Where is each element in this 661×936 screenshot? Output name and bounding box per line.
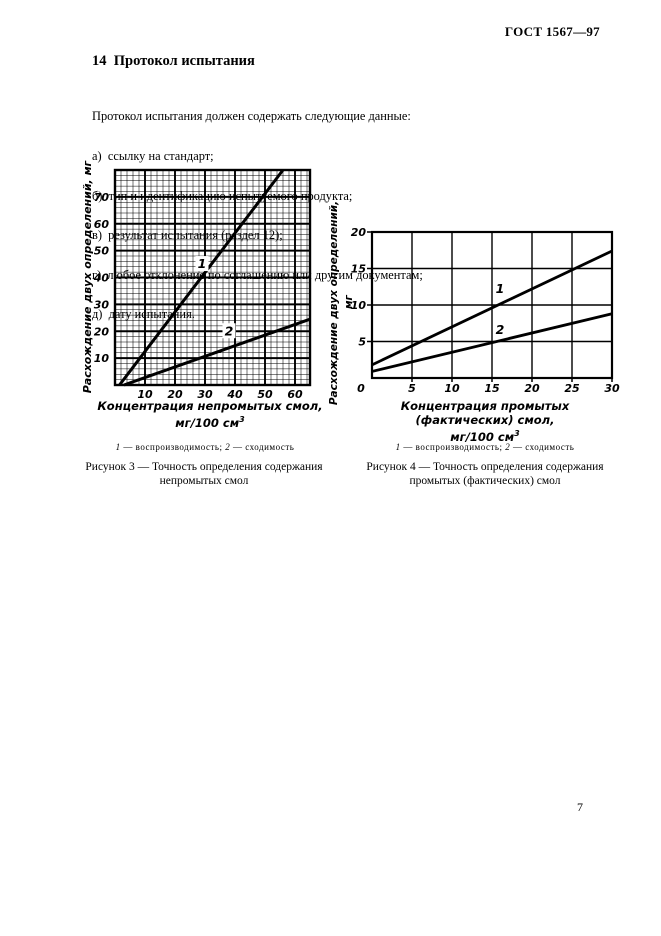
y-tick-label: 5 xyxy=(358,336,366,349)
y-tick-label: 40 xyxy=(93,272,110,285)
x-tick-label: 50 xyxy=(257,388,273,401)
figure4-x-axis-units: мг/100 см3 xyxy=(353,427,617,444)
figure4-units-text: мг/100 см xyxy=(450,429,515,444)
x-tick-label: 15 xyxy=(484,382,500,395)
series-line-1 xyxy=(118,169,285,386)
list-item: а) ссылку на стандарт; xyxy=(92,149,214,164)
figure3-x-axis-units: мг/100 см3 xyxy=(95,413,325,430)
figure4-chart: 0 5 10 15 20 25 30 5 10 15 20 1 2 Расхождение двух оп… xyxy=(328,201,620,405)
page-number: 7 xyxy=(577,800,583,814)
figure4-caption: Рисунок 4 — Точность определения содержа… xyxy=(346,461,624,488)
series-line-2 xyxy=(123,317,311,387)
x-tick-label: 30 xyxy=(197,388,213,401)
figure3-legend-key1: 1 xyxy=(115,442,121,452)
figure4-legend-key2: 2 xyxy=(505,442,511,452)
series-label-bg xyxy=(493,321,507,337)
figure4-x-axis-label: Концентрация промытых (фактических) смол… xyxy=(353,399,617,444)
figure4-legend-key1: 1 xyxy=(395,442,401,452)
intro-line: Протокол испытания должен содержать след… xyxy=(92,109,411,124)
series-label-bg xyxy=(222,323,236,339)
figure4-legend-text1: — воспроизводимость; xyxy=(400,442,506,452)
y-tick-label: 10 xyxy=(351,299,367,312)
y-tick-label: 15 xyxy=(351,263,367,276)
figure4-caption-line2: промытых (фактических) смол xyxy=(409,474,561,487)
x-tick-label: 20 xyxy=(167,388,183,401)
plot-border xyxy=(113,168,312,387)
x-tick-label: 10 xyxy=(444,382,460,395)
series-label: 1 xyxy=(496,281,505,296)
series-label: 1 xyxy=(198,256,207,271)
figure3-legend-key2: 2 xyxy=(225,442,231,452)
x-tick-label: 0 xyxy=(357,382,365,395)
x-tick-label: 10 xyxy=(137,388,153,401)
figure3-x-axis-label: Концентрация непромытых смол, мг/100 см3 xyxy=(95,399,325,430)
figure4-legend: 1 — воспроизводимость; 2 — сходимость xyxy=(353,442,617,452)
series-line-2 xyxy=(371,312,613,373)
y-tick-label: 20 xyxy=(94,325,110,338)
y-tick-label: 20 xyxy=(351,226,367,239)
series-label-bg xyxy=(195,256,209,272)
series-line-1 xyxy=(371,249,613,367)
y-tick-label: 30 xyxy=(94,298,110,311)
series-label: 2 xyxy=(225,323,234,338)
list-item: б) тип и идентификацию испытуемого проду… xyxy=(92,188,353,203)
figure4-x-axis-label-line1: Концентрация промытых (фактических) смол… xyxy=(400,399,570,427)
figure4-legend-text2: — сходимость xyxy=(510,442,575,452)
x-tick-label: 5 xyxy=(408,382,416,395)
figure3-x-axis-label-line1: Концентрация непромытых смол, xyxy=(97,399,323,413)
figure3-legend-text2: — сходимость xyxy=(230,442,295,452)
x-tick-label: 20 xyxy=(524,382,540,395)
figure3-caption-line2: непромытых смол xyxy=(159,474,249,487)
y-tick-label: 50 xyxy=(94,245,110,258)
x-tick-label: 40 xyxy=(226,388,243,401)
y-tick-label: 70 xyxy=(94,191,110,204)
series-label-bg xyxy=(493,280,507,296)
section-title: 14 Протокол испытания xyxy=(92,53,255,69)
y-axis-label: Расхождение двух определений, мг xyxy=(81,159,94,393)
figure3-caption-line1: Рисунок 3 — Точность определения содержа… xyxy=(85,461,323,473)
figure3-legend-text1: — воспроизводимость; xyxy=(120,442,226,452)
x-tick-label: 60 xyxy=(287,388,303,401)
figure3-units-text: мг/100 см xyxy=(175,415,240,430)
y-axis-label: Расхождение двух определений, xyxy=(328,201,340,405)
document-code: ГОСТ 1567—97 xyxy=(504,24,600,39)
figure4-units-sup: 3 xyxy=(514,429,520,438)
figure3-chart: 10 20 30 40 50 60 10 20 30 40 50 60 70 1 2 Расхождение … xyxy=(81,159,312,401)
x-tick-label: 25 xyxy=(564,382,580,395)
figure3-legend: 1 — воспроизводимость; 2 — сходимость xyxy=(75,442,335,452)
figure3-caption: Рисунок 3 — Точность определения содержа… xyxy=(68,461,340,488)
y-tick-label: 60 xyxy=(94,218,110,231)
y-axis-label: мг xyxy=(343,294,355,309)
figure4-caption-line1: Рисунок 4 — Точность определения содержа… xyxy=(366,461,604,473)
series-label: 2 xyxy=(496,322,505,337)
y-tick-label: 10 xyxy=(94,352,110,365)
figure3-units-sup: 3 xyxy=(239,415,245,424)
x-tick-label: 30 xyxy=(604,382,620,395)
